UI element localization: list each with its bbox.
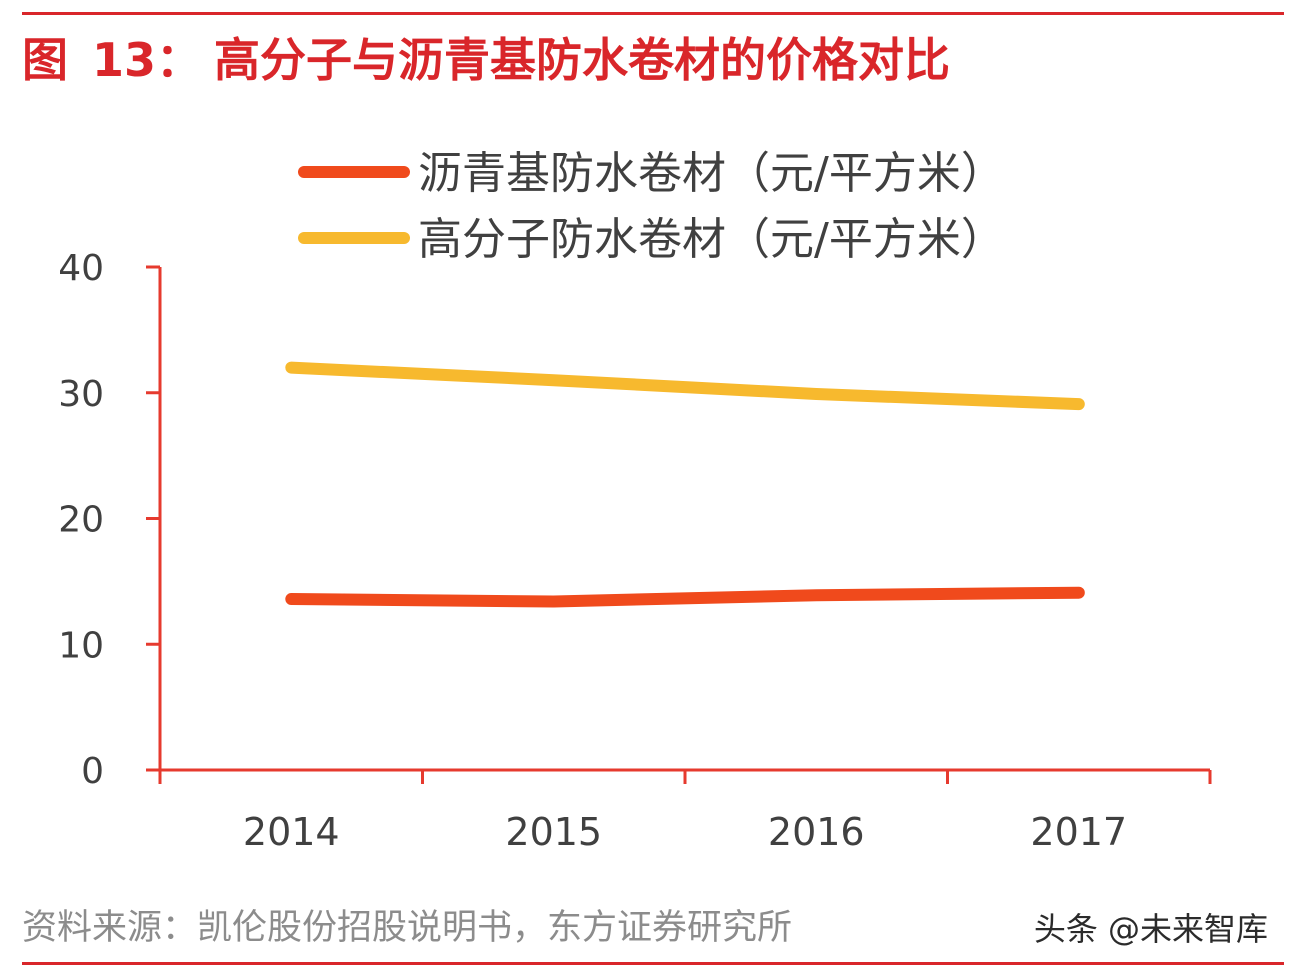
legend-label: 沥青基防水卷材（元/平方米）: [418, 148, 1005, 199]
x-tick-label: 2014: [243, 810, 340, 854]
x-tick-label: 2016: [768, 810, 865, 854]
y-tick-label: 10: [58, 625, 104, 666]
figure-label: 图: [22, 33, 68, 87]
top-rule: [22, 12, 1284, 15]
series-line-0: [285, 586, 1085, 608]
series-line-1: [285, 361, 1085, 411]
chart-legend: 沥青基防水卷材（元/平方米） 高分子防水卷材（元/平方米）: [298, 148, 1005, 265]
chart-series: [285, 361, 1085, 608]
y-tick-label: 40: [58, 248, 104, 289]
figure-number: 13：: [92, 33, 203, 87]
chart-axes: 0 10 20 30 40 2014 2015 2016 2017: [58, 248, 1212, 854]
figure-title: 图 13： 高分子与沥青基防水卷材的价格对比: [22, 28, 950, 92]
y-tick-label: 30: [58, 374, 104, 415]
y-tick-label: 20: [58, 500, 104, 541]
watermark: 头条 @未来智库: [1033, 910, 1268, 948]
x-tick-label: 2017: [1030, 810, 1127, 854]
source-note: 资料来源：凯伦股份招股说明书，东方证券研究所: [22, 908, 793, 948]
x-tick-label: 2015: [505, 810, 602, 854]
y-tick-label: 0: [81, 751, 104, 792]
bottom-rule: [22, 962, 1284, 965]
figure-title-text: 高分子与沥青基防水卷材的价格对比: [214, 33, 951, 87]
legend-label: 高分子防水卷材（元/平方米）: [418, 214, 1005, 265]
